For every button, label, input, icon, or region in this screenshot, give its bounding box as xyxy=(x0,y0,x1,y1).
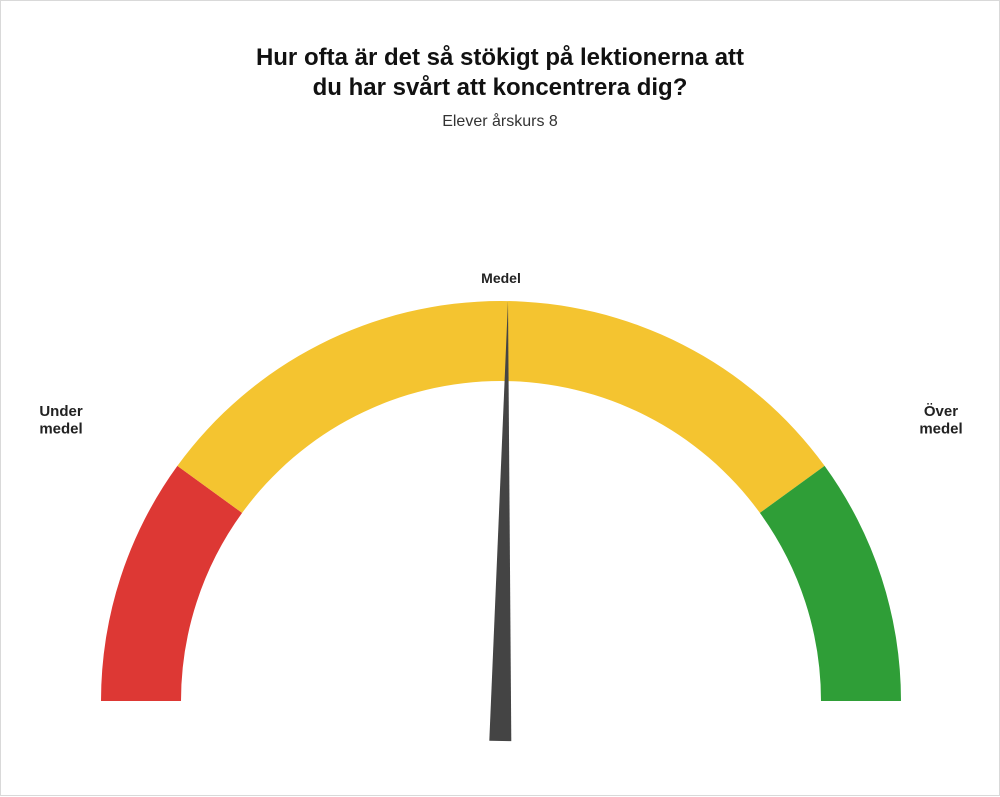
gauge-segment-2 xyxy=(760,466,901,701)
gauge-segment-0 xyxy=(101,466,242,701)
gauge-container: Undermedel Medel Övermedel xyxy=(1,1,999,797)
gauge-label-left: Undermedel xyxy=(39,403,83,437)
gauge-label-top: Medel xyxy=(481,270,521,286)
gauge-chart: Undermedel Medel Övermedel xyxy=(1,1,1000,797)
gauge-label-right: Övermedel xyxy=(919,403,962,437)
chart-frame: Hur ofta är det så stökigt på lektionern… xyxy=(0,0,1000,796)
